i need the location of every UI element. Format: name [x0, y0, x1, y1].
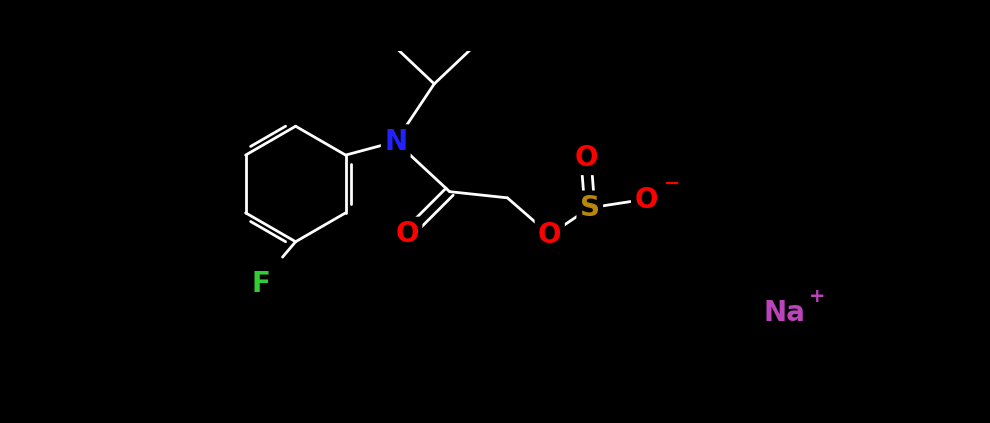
Text: +: + [809, 287, 826, 306]
Text: Na: Na [763, 299, 806, 327]
Text: S: S [580, 194, 600, 222]
Text: N: N [384, 128, 407, 156]
Text: O: O [635, 186, 657, 214]
Text: −: − [664, 174, 680, 193]
Text: O: O [538, 221, 561, 249]
Text: F: F [251, 270, 270, 298]
Text: O: O [574, 144, 598, 172]
Text: O: O [396, 220, 419, 248]
